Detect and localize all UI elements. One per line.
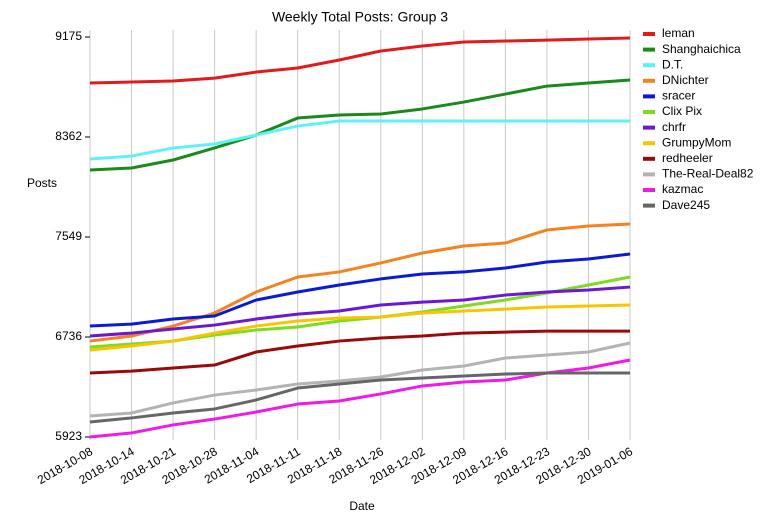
- y-tick-label: 6736: [55, 329, 82, 343]
- series-line: [89, 36, 631, 85]
- y-axis-label: Posts: [27, 176, 57, 190]
- series-line: [89, 341, 631, 418]
- series-line: [89, 252, 631, 328]
- legend-label: D.T.: [662, 57, 683, 71]
- series-line: [89, 285, 631, 338]
- legend-label: DNichter: [662, 73, 709, 87]
- series-line: [89, 222, 631, 343]
- series-line: [89, 329, 630, 375]
- legend-label: Clix Pix: [662, 104, 702, 118]
- legend-label: GrumpyMom: [662, 135, 731, 149]
- legend-label: Dave245: [662, 198, 710, 212]
- legend-label: leman: [662, 26, 695, 40]
- legend-label: sracer: [662, 89, 695, 103]
- y-tick-label: 7549: [55, 229, 82, 243]
- x-axis-label: Date: [349, 499, 375, 513]
- y-tick-label: 5923: [55, 429, 82, 443]
- y-tick-label: 8362: [55, 129, 82, 143]
- legend-label: chrfr: [662, 120, 686, 134]
- chart-title: Weekly Total Posts: Group 3: [272, 9, 448, 25]
- legend-label: Shanghaichica: [662, 42, 741, 56]
- series-line: [89, 371, 630, 424]
- legend-label: The-Real-Deal82: [662, 167, 754, 181]
- series-line: [89, 275, 631, 349]
- legend-label: kazmac: [662, 182, 703, 196]
- series-line: [89, 303, 631, 352]
- series-line: [89, 78, 631, 172]
- y-tick-label: 9175: [55, 29, 82, 43]
- legend-label: redheeler: [662, 151, 713, 165]
- series-line: [89, 119, 630, 161]
